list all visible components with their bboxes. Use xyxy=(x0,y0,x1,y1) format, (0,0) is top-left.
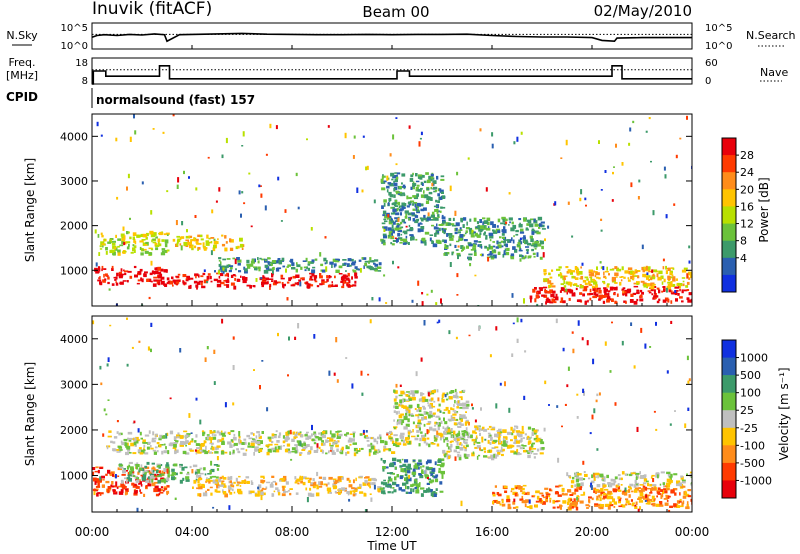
velocity-region-8 xyxy=(568,471,692,488)
velocity-colorbar-swatch xyxy=(722,445,736,464)
power-colorbar-swatch xyxy=(722,155,736,173)
power-region-0 xyxy=(94,265,170,287)
noise-left-tick-bottom: 10^0 xyxy=(61,41,88,52)
station-title: Inuvik (fitACF) xyxy=(92,0,212,19)
x-axis-label: Time UT xyxy=(366,539,417,553)
velocity-ytick-label: 2000 xyxy=(60,424,88,437)
velocity-colorbar-label-3: 25 xyxy=(740,404,754,417)
freq-series-freq xyxy=(92,65,692,85)
velocity-colorbar-label: Velocity [m s⁻¹] xyxy=(777,367,791,460)
power-region-8 xyxy=(543,265,692,290)
freq-right-tick-bottom: 0 xyxy=(705,76,711,87)
noise-left-tick-top: 10^5 xyxy=(61,23,88,34)
freq-left-label: Freq. xyxy=(8,56,35,69)
cpid-label: CPID xyxy=(6,90,38,104)
velocity-colorbar-label-4: -25 xyxy=(740,422,758,435)
velocity-colorbar-frame xyxy=(721,339,737,499)
velocity-colorbar-swatch xyxy=(722,357,736,376)
freq-left-unit: [MHz] xyxy=(6,69,38,82)
x-tick-label-6: 00:00 xyxy=(675,525,710,539)
power-y-label: Slant Range [km] xyxy=(23,158,37,262)
power-region-5 xyxy=(380,172,446,248)
velocity-region-4 xyxy=(379,457,445,498)
velocity-region-5 xyxy=(392,388,470,448)
velocity-colorbar-swatch xyxy=(722,462,736,481)
velocity-colorbar-swatch xyxy=(722,410,736,429)
velocity-colorbar-label-6: -500 xyxy=(740,457,765,470)
freq-panel-frame xyxy=(91,57,693,85)
power-colorbar-label-3: 16 xyxy=(740,200,754,213)
power-colorbar-label-1: 24 xyxy=(740,166,754,179)
cpid-text: normalsound (fast) 157 xyxy=(96,93,255,107)
freq-right-tick-top: 60 xyxy=(705,58,718,69)
power-colorbar-label: Power [dB] xyxy=(757,177,771,242)
velocity-colorbar-swatch xyxy=(722,392,736,411)
power-ytick-label: 4000 xyxy=(60,130,88,143)
x-tick-label-5: 20:00 xyxy=(575,525,610,539)
power-colorbar-swatch xyxy=(722,257,736,276)
freq-left-tick-bottom: 8 xyxy=(82,76,88,87)
date-title: 02/May/2010 xyxy=(594,2,692,20)
noise-series-sky xyxy=(91,32,692,43)
noise-right-tick-bottom: 10^0 xyxy=(705,41,732,52)
velocity-scatter xyxy=(92,317,691,512)
power-region-6 xyxy=(442,216,546,261)
power-colorbar-swatch xyxy=(722,138,736,156)
velocity-y-label: Slant Range [km] xyxy=(23,362,37,466)
power-ytick-label: 3000 xyxy=(60,175,88,188)
velocity-colorbar-label-2: 100 xyxy=(740,387,761,400)
x-tick-label-1: 04:00 xyxy=(175,525,210,539)
power-colorbar-swatch xyxy=(722,206,736,224)
velocity-region-7 xyxy=(492,484,692,511)
velocity-colorbar-label-0: 1000 xyxy=(740,352,768,365)
velocity-region-2 xyxy=(118,461,220,484)
velocity-colorbar-swatch xyxy=(722,480,736,499)
power-colorbar-label-2: 20 xyxy=(740,183,754,196)
noise-left-label: N.Sky xyxy=(6,29,38,42)
noise-right-tick-top: 10^5 xyxy=(705,23,732,34)
velocity-region-3 xyxy=(192,475,382,498)
velocity-colorbar-label-5: -100 xyxy=(740,439,765,452)
power-colorbar-label-5: 8 xyxy=(740,235,747,248)
power-colorbar-swatch xyxy=(722,223,736,242)
freq-left-tick-top: 18 xyxy=(75,58,88,69)
power-colorbar-label-0: 28 xyxy=(740,149,754,162)
power-colorbar-frame xyxy=(721,137,737,293)
velocity-colorbar-swatch xyxy=(722,375,736,394)
x-tick-label-0: 00:00 xyxy=(75,525,110,539)
power-panel-frame xyxy=(91,113,693,307)
beam-title: Beam 00 xyxy=(362,3,429,21)
power-colorbar-label-4: 12 xyxy=(740,218,754,231)
power-region-3 xyxy=(172,234,245,252)
velocity-region-1 xyxy=(106,430,396,457)
x-tick-label-2: 08:00 xyxy=(275,525,310,539)
velocity-region-6 xyxy=(442,425,545,461)
velocity-colorbar-swatch xyxy=(722,427,736,446)
power-region-2 xyxy=(167,272,358,290)
power-region-4 xyxy=(218,257,382,274)
freq-right-label: Nave xyxy=(760,66,788,79)
velocity-colorbar-swatch xyxy=(722,340,736,359)
power-colorbar-swatch xyxy=(722,274,736,293)
velocity-ytick-label: 1000 xyxy=(60,470,88,483)
velocity-ytick-label: 3000 xyxy=(60,378,88,391)
x-tick-label-4: 16:00 xyxy=(475,525,510,539)
power-region-1 xyxy=(97,230,170,256)
power-colorbar-swatch xyxy=(722,240,736,259)
power-colorbar-swatch xyxy=(722,189,736,207)
velocity-colorbar-label-7: -1000 xyxy=(740,474,772,487)
power-ytick-label: 1000 xyxy=(60,264,88,277)
noise-right-label: N.Search xyxy=(746,29,796,42)
x-tick-label-3: 12:00 xyxy=(375,525,410,539)
power-colorbar-label-6: 4 xyxy=(740,252,747,265)
power-ytick-label: 2000 xyxy=(60,220,88,233)
velocity-ytick-label: 4000 xyxy=(60,333,88,346)
power-colorbar-swatch xyxy=(722,172,736,190)
velocity-colorbar-label-1: 500 xyxy=(740,369,761,382)
